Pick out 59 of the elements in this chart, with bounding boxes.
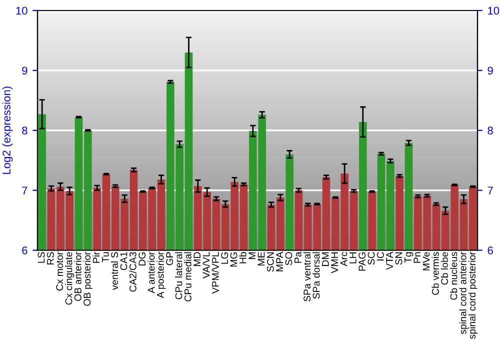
y2-tick-label: 6 [488, 246, 493, 254]
x-tick-label: Pa [294, 252, 302, 263]
x-tick-label: spinal cord anterior [459, 252, 468, 334]
x-tick-label: SN [395, 252, 402, 265]
y2-tick-label: 9 [488, 66, 493, 75]
x-tick-label: SC [368, 252, 375, 265]
x-tick-label: Tu [102, 252, 109, 262]
x-tick-label: PAG [358, 252, 366, 271]
x-tick-label: OB anterior [74, 252, 82, 301]
x-tick-label: spinal cord posterior [468, 252, 478, 339]
x-tick-label: OB posterior [83, 252, 92, 306]
x-tick-label: RS [46, 252, 54, 264]
x-tick-label: VMH [331, 252, 338, 274]
x-tick-label: ME [258, 252, 265, 266]
x-tick-label: CPu medial [184, 252, 192, 302]
x-tick-label: MVe [422, 252, 430, 270]
x-tick-label: DM [322, 252, 329, 266]
x-tick-label: MPA [276, 252, 283, 272]
x-tick-label: Pn [414, 252, 420, 263]
x-tick-label: CPu lateral [175, 252, 182, 300]
x-tick-label: CA1 [120, 252, 128, 270]
y-tick-label: 9 [22, 66, 28, 75]
x-tick-label: Tg [404, 252, 414, 263]
x-tick-label: MD [194, 252, 200, 266]
x-tick-label: CA2/CA3 [129, 252, 136, 292]
x-tick-label: SO [285, 252, 292, 266]
x-tick-label: LS [38, 252, 45, 263]
x-tick-label: Pir [92, 252, 100, 263]
x-tick-label: SPa ventral [303, 252, 311, 302]
x-tick-label: Cx motor [56, 252, 64, 291]
x-tick-label: ventral S [110, 252, 118, 290]
y-tick-label: 8 [22, 126, 28, 135]
y-tick-label: 7 [22, 186, 28, 194]
x-tick-label: MG [230, 252, 238, 266]
x-tick-label: VTA [386, 252, 393, 270]
y-axis-title: Log2 (expression) [2, 86, 13, 174]
y2-tick-label: 10 [488, 6, 500, 15]
y-tick-label: 10 [16, 6, 28, 15]
x-tick-label: LG [221, 252, 228, 264]
x-tick-label: DG [138, 252, 146, 266]
x-tick-label: IC [376, 252, 384, 260]
x-tick-label: M [248, 252, 256, 259]
x-tick-label: LH [350, 252, 356, 264]
x-tick-label: A posterior [156, 252, 166, 298]
y2-tick-label: 8 [488, 126, 493, 135]
x-tick-label: Hb [239, 252, 246, 264]
x-tick-label: VPM/VPL [212, 252, 219, 294]
x-tick-label: Cx cingulate [65, 252, 74, 305]
y-tick-label: 6 [22, 246, 28, 254]
x-tick-label: SCN [266, 252, 274, 272]
x-tick-label: Cb vermis [432, 252, 439, 295]
x-tick-label: Arc [340, 252, 348, 266]
x-tick-label: SPa dorsal [312, 252, 320, 299]
y2-tick-label: 7 [488, 186, 493, 194]
x-tick-label: A anterior [148, 252, 155, 294]
x-tick-label: Cb nucleus [450, 252, 458, 300]
x-tick-label: GP [166, 252, 174, 266]
x-tick-label: Cb lobe [440, 252, 448, 285]
x-tick-label: VA/VL [202, 252, 210, 278]
